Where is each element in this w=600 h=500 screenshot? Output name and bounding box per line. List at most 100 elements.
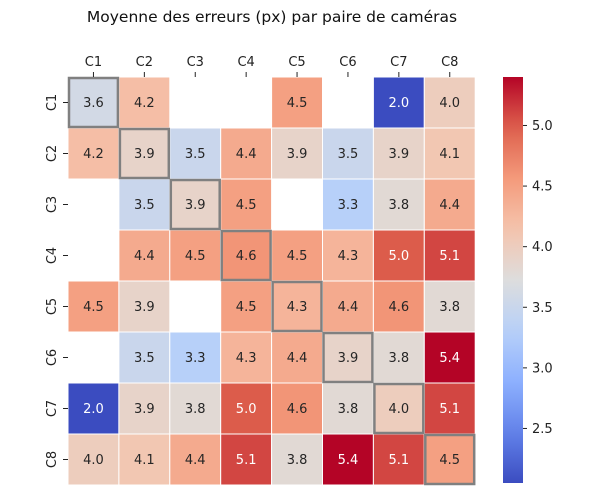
- diagonal-highlight-box: [169, 178, 221, 231]
- x-tick-label: C6: [339, 55, 356, 70]
- cell-value-label: 3.9: [185, 198, 206, 213]
- diagonal-highlight-box: [220, 229, 272, 282]
- cell-value-label: 3.3: [338, 198, 359, 213]
- cell-value-label: 4.5: [236, 300, 257, 315]
- heatmap-cell: [372, 178, 425, 231]
- cell-value-label: 5.4: [338, 453, 359, 468]
- y-tick-label: C5: [45, 298, 60, 315]
- y-tick-label: C6: [45, 349, 60, 366]
- heatmap-cell: [372, 433, 425, 486]
- cell-value-label: 3.8: [389, 198, 410, 213]
- cell-value-label: 4.4: [439, 198, 460, 213]
- cell-value-label: 3.8: [338, 402, 359, 417]
- diagonal-highlight-box: [67, 76, 120, 129]
- heatmap-cell: [423, 331, 476, 384]
- cell-value-label: 3.8: [439, 300, 460, 315]
- cell-value-label: 3.8: [389, 351, 410, 366]
- colorbar-tick-label: 4.5: [532, 180, 553, 195]
- heatmap-cell: [169, 382, 222, 435]
- cell-value-label: 3.5: [185, 147, 206, 162]
- cell-value-label: 4.6: [287, 402, 308, 417]
- heatmap-cell: [118, 433, 171, 486]
- heatmap-cell: [322, 433, 374, 486]
- chart-title: Moyenne des erreurs (px) par paire de ca…: [87, 8, 457, 26]
- cell-value-label: 5.1: [236, 453, 257, 468]
- diagonal-highlights: [67, 76, 476, 486]
- y-tick-label: C2: [45, 145, 60, 162]
- cell-value-label: 4.2: [134, 96, 155, 111]
- y-axis-ticks: C1 C2 C3 C4 C5 C6 C7 C8: [45, 94, 68, 468]
- colorbar-tick-label: 4.0: [532, 240, 553, 255]
- y-tick-label: C3: [45, 196, 60, 213]
- heatmap-cell: [220, 331, 273, 384]
- cell-value-label: 4.5: [439, 453, 460, 468]
- cell-value-label: 4.5: [287, 249, 308, 264]
- cell-value-label: 3.9: [338, 351, 359, 366]
- cell-value-label: 5.0: [236, 402, 257, 417]
- cell-value-label: 4.3: [236, 351, 257, 366]
- cell-value-label: 3.9: [134, 300, 155, 315]
- colorbar: 2.5 3.0 3.5 4.0 4.5 5.0: [503, 77, 553, 483]
- heatmap-cells: [67, 76, 476, 486]
- heatmap-cell: [118, 280, 171, 333]
- cell-value-label: 4.5: [236, 198, 257, 213]
- cell-value-label: 3.5: [338, 147, 359, 162]
- cell-value-label: 5.0: [389, 249, 410, 264]
- x-axis-ticks: C1 C2 C3 C4 C5 C6 C7 C8: [85, 55, 458, 77]
- heatmap-cell: [372, 331, 425, 384]
- heatmap-cell: [322, 178, 374, 231]
- y-tick-label: C7: [45, 400, 60, 417]
- heatmap-cell: [67, 280, 120, 333]
- cell-value-label: 4.1: [439, 147, 460, 162]
- cell-value-label: 3.6: [83, 96, 104, 111]
- colorbar-tick-label: 5.0: [532, 119, 553, 134]
- cell-value-label: 4.5: [83, 300, 104, 315]
- colorbar-gradient: [503, 77, 523, 483]
- cell-value-label: 3.8: [185, 402, 206, 417]
- colorbar-tick-label: 3.5: [532, 301, 553, 316]
- cell-value-label: 4.6: [389, 300, 410, 315]
- x-tick-label: C2: [136, 55, 153, 70]
- diagonal-highlight-box: [271, 280, 323, 333]
- heatmap-cell-labels: 3.6 4.2 4.5 2.0 4.0 4.2 3.9 3.5 4.4 3.9 3.5 3.9 4.1 3…: [83, 96, 460, 468]
- cell-value-label: 4.0: [439, 96, 460, 111]
- cell-value-label: 4.5: [185, 249, 206, 264]
- cell-value-label: 3.5: [134, 198, 155, 213]
- y-tick-label: C1: [45, 94, 60, 111]
- heatmap-cell: [423, 229, 476, 282]
- heatmap-cell: [220, 280, 273, 333]
- heatmap-cell: [372, 127, 425, 180]
- cell-value-label: 3.8: [287, 453, 308, 468]
- cell-value-label: 5.1: [389, 453, 410, 468]
- cell-value-label: 5.1: [439, 402, 460, 417]
- cell-value-label: 3.5: [134, 351, 155, 366]
- heatmap-cell: [169, 229, 222, 282]
- x-tick-label: C7: [390, 55, 407, 70]
- diagonal-highlight-box: [373, 382, 425, 435]
- heatmap-cell: [118, 76, 171, 129]
- cell-value-label: 4.2: [83, 147, 104, 162]
- diagonal-highlight-box: [322, 331, 374, 384]
- heatmap-cell: [423, 280, 476, 333]
- diagonal-highlight-box: [118, 127, 171, 180]
- heatmap-cell: [271, 433, 324, 486]
- x-tick-label: C1: [85, 55, 102, 70]
- colorbar-tick-label: 2.5: [532, 422, 553, 437]
- heatmap-cell: [423, 178, 476, 231]
- x-tick-label: C5: [288, 55, 305, 70]
- cell-value-label: 4.5: [287, 96, 308, 111]
- y-tick-label: C4: [45, 247, 60, 264]
- cell-value-label: 4.3: [338, 249, 359, 264]
- cell-value-label: 5.4: [439, 351, 460, 366]
- cell-value-label: 4.4: [287, 351, 308, 366]
- y-tick-label: C8: [45, 451, 60, 468]
- heatmap-cell: [67, 76, 120, 129]
- colorbar-tick-label: 3.0: [532, 361, 553, 376]
- cell-value-label: 4.0: [83, 453, 104, 468]
- x-tick-label: C3: [187, 55, 204, 70]
- cell-value-label: 4.4: [338, 300, 359, 315]
- heatmap-cell: [423, 382, 476, 435]
- x-tick-label: C4: [237, 55, 254, 70]
- cell-value-label: 4.1: [134, 453, 155, 468]
